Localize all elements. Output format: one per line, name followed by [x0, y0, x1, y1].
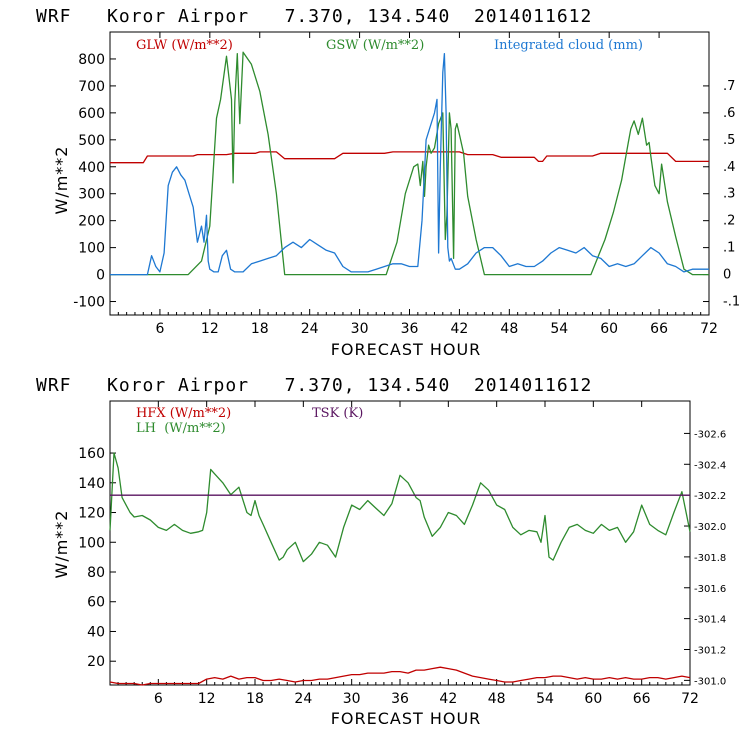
right-tick-label: -301.6 — [694, 584, 726, 595]
x-tick-label: 54 — [536, 691, 554, 707]
top-left-y-ticks: -100 0 100 200 300 400 500 600 700 800 — [73, 52, 116, 311]
x-tick-label: 6 — [155, 321, 164, 337]
right-tick-label: -301.8 — [694, 553, 726, 564]
right-tick-label: .7 — [723, 79, 735, 94]
top-plot-frame — [109, 31, 710, 316]
legend-gsw: GSW (W/m**2) — [326, 38, 424, 53]
x-tick-label: 24 — [294, 691, 312, 707]
y-tick-label: 100 — [78, 535, 105, 551]
y-tick-label: 80 — [87, 565, 105, 581]
right-tick-label: -301.0 — [694, 676, 726, 687]
x-tick-label: 42 — [451, 321, 469, 337]
x-tick-label: 66 — [650, 321, 668, 337]
legend-lh: LH (W/m**2) — [136, 421, 226, 436]
right-tick-label: -302.0 — [694, 522, 726, 533]
y-tick-label: 300 — [78, 187, 105, 203]
right-tick-label: 0 — [723, 268, 731, 283]
right-tick-label: .1 — [723, 241, 735, 256]
right-tick-label: -302.4 — [694, 460, 726, 471]
y-tick-label: 120 — [78, 506, 105, 522]
right-tick-label: .6 — [723, 106, 735, 121]
top-series-lines — [110, 51, 709, 276]
top-y-axis-label: W/m**2 — [52, 146, 71, 215]
x-tick-label: 66 — [633, 691, 651, 707]
x-tick-label: 72 — [681, 691, 699, 707]
legend-tsk: TSK (K) — [312, 406, 363, 421]
hfx-line — [109, 666, 691, 686]
x-tick-label: 24 — [301, 321, 319, 337]
right-tick-label: -301.4 — [694, 615, 726, 626]
x-tick-label: 42 — [439, 691, 457, 707]
x-tick-label: 48 — [488, 691, 506, 707]
y-tick-label: 140 — [78, 476, 105, 492]
y-tick-label: 40 — [87, 624, 105, 640]
y-tick-label: 20 — [87, 654, 105, 670]
x-tick-label: 18 — [251, 321, 269, 337]
y-tick-label: 160 — [78, 446, 105, 462]
bottom-left-y-ticks: 20 40 60 80 100 120 140 160 — [78, 446, 116, 670]
y-tick-label: 100 — [78, 241, 105, 257]
right-tick-label: .4 — [723, 160, 735, 175]
y-tick-label: 200 — [78, 214, 105, 230]
bottom-x-ticks: 6 12 18 24 30 36 42 48 54 60 66 72 — [117, 401, 699, 707]
right-tick-label: .3 — [723, 187, 735, 202]
gsw-line — [110, 51, 709, 276]
top-panel-title: WRF Koror Airpor 7.370, 134.540 20140116… — [36, 6, 592, 27]
bottom-panel: WRF Koror Airpor 7.370, 134.540 20140116… — [36, 375, 726, 728]
top-panel: WRF Koror Airpor 7.370, 134.540 20140116… — [36, 6, 740, 359]
x-tick-label: 18 — [246, 691, 264, 707]
right-tick-label: .2 — [723, 214, 735, 229]
integrated-cloud-line — [110, 52, 709, 276]
x-tick-label: 12 — [198, 691, 216, 707]
x-tick-label: 54 — [550, 321, 568, 337]
x-tick-label: 60 — [600, 321, 618, 337]
bottom-plot-frame — [109, 400, 691, 686]
y-tick-label: 0 — [96, 268, 105, 284]
x-tick-label: 6 — [154, 691, 163, 707]
bottom-series-lines — [109, 452, 691, 686]
y-tick-label: 60 — [87, 595, 105, 611]
right-tick-label: -302.2 — [694, 491, 726, 502]
x-tick-label: 60 — [584, 691, 602, 707]
legend-glw: GLW (W/m**2) — [136, 38, 233, 53]
top-right-y-ticks: -.1 0 .1 .2 .3 .4 .5 .6 .7 — [703, 79, 740, 310]
glw-line — [110, 151, 709, 164]
bottom-y-axis-label: W/m**2 — [52, 510, 71, 579]
y-tick-label: 500 — [78, 133, 105, 149]
legend-hfx: HFX (W/m**2) — [136, 406, 231, 421]
x-tick-label: 36 — [401, 321, 419, 337]
right-tick-label: .5 — [723, 133, 735, 148]
right-tick-label: -301.2 — [694, 646, 726, 657]
x-tick-label: 30 — [351, 321, 369, 337]
x-tick-label: 30 — [343, 691, 361, 707]
top-x-axis-label: FORECAST HOUR — [331, 340, 482, 359]
y-tick-label: 700 — [78, 79, 105, 95]
y-tick-label: 400 — [78, 160, 105, 176]
x-tick-label: 72 — [700, 321, 718, 337]
lh-line — [109, 452, 691, 563]
y-tick-label: 800 — [78, 52, 105, 68]
y-tick-label: 600 — [78, 106, 105, 122]
bottom-panel-title: WRF Koror Airpor 7.370, 134.540 20140116… — [36, 375, 592, 396]
top-x-ticks: 6 12 18 24 30 36 42 48 54 60 66 72 — [117, 32, 718, 337]
x-tick-label: 12 — [201, 321, 219, 337]
bottom-x-axis-label: FORECAST HOUR — [331, 709, 482, 728]
legend-integrated-cloud: Integrated cloud (mm) — [494, 38, 643, 53]
right-tick-label: -302.6 — [694, 429, 726, 440]
y-tick-label: -100 — [73, 295, 105, 311]
right-tick-label: -.1 — [723, 295, 740, 310]
x-tick-label: 36 — [391, 691, 409, 707]
x-tick-label: 48 — [500, 321, 518, 337]
